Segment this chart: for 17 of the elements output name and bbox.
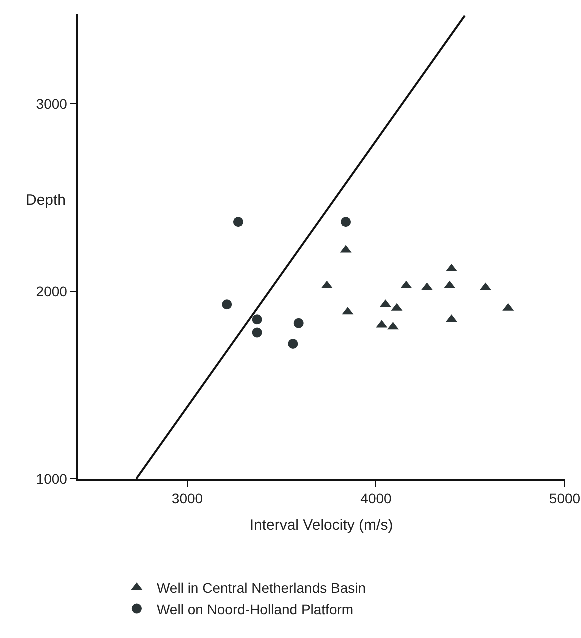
point [252,314,262,325]
y-tick-label: 3000 [36,96,68,112]
point [252,328,262,338]
point [294,318,304,328]
legend-label: Well in Central Netherlands Basin [156,580,366,596]
x-tick-label: 5000 [549,490,581,507]
y-axis-title: Depth [26,192,66,209]
y-tick-label: 2000 [36,283,68,300]
legend-label: Well on Noord-Holland Platform [156,601,354,618]
y-tick-label: 1000 [36,470,68,487]
x-tick-label: 4000 [360,490,392,507]
point [288,339,298,349]
x-tick-label: 3000 [172,490,204,507]
point [341,217,352,228]
point [222,300,232,310]
x-axis-title: Interval Velocity (m/s) [250,517,394,534]
point [233,217,244,228]
